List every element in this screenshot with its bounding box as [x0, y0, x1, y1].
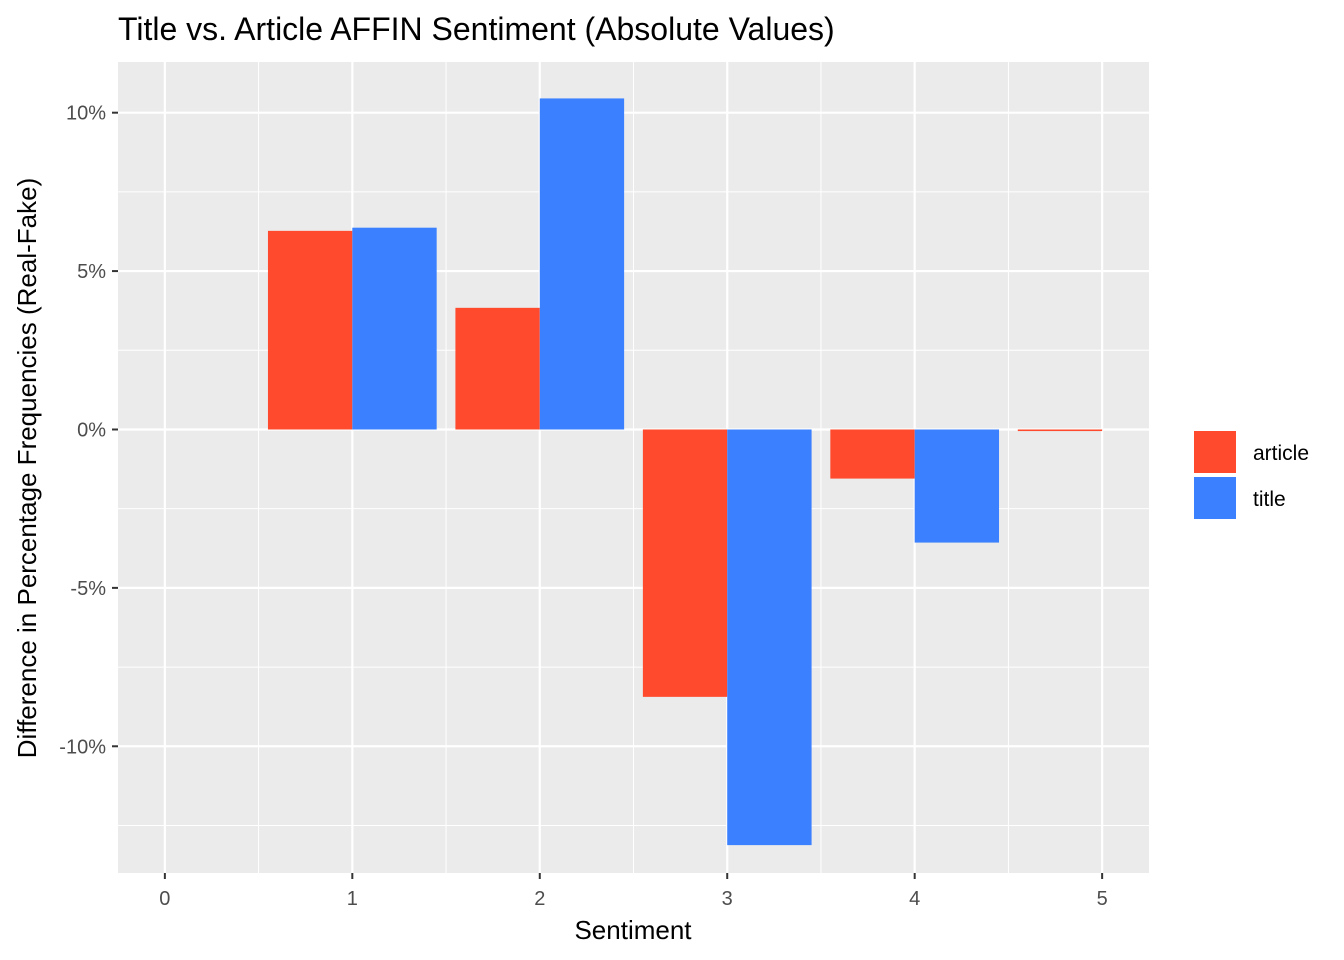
x-axis: 0 1 2 3 4 5	[159, 873, 1108, 910]
bar-title	[727, 429, 812, 846]
x-axis-title: Sentiment	[574, 915, 692, 945]
y-tick-label: 10%	[66, 103, 106, 125]
legend-key-title	[1194, 477, 1236, 519]
bars	[267, 98, 1103, 846]
x-tick-label: 5	[1097, 888, 1108, 910]
legend-label-article: article	[1253, 442, 1309, 465]
x-tick-label: 3	[722, 888, 733, 910]
x-tick-label: 1	[347, 888, 358, 910]
y-axis-title: Difference in Percentage Frequencies (Re…	[12, 178, 42, 758]
legend-label-title: title	[1253, 488, 1286, 511]
x-tick-label: 4	[909, 888, 920, 910]
bar-title	[914, 429, 1000, 543]
y-tick-label: -10%	[59, 736, 106, 758]
y-axis: -10% -5% 0% 5% 10%	[59, 103, 118, 758]
bar-article	[1017, 429, 1103, 432]
bar-article	[455, 307, 540, 430]
x-tick-label: 0	[159, 888, 170, 910]
legend: article title	[1194, 431, 1309, 519]
bar-title	[352, 227, 437, 430]
x-tick-label: 2	[534, 888, 545, 910]
bar-article	[267, 230, 353, 430]
y-tick-label: -5%	[70, 578, 106, 600]
bar-article	[642, 429, 728, 697]
y-tick-label: 5%	[77, 261, 106, 283]
bar-title	[539, 98, 625, 430]
bar-article	[830, 429, 915, 479]
legend-key-article	[1194, 431, 1236, 473]
chart-title: Title vs. Article AFFIN Sentiment (Absol…	[118, 11, 835, 47]
y-tick-label: 0%	[77, 419, 106, 441]
